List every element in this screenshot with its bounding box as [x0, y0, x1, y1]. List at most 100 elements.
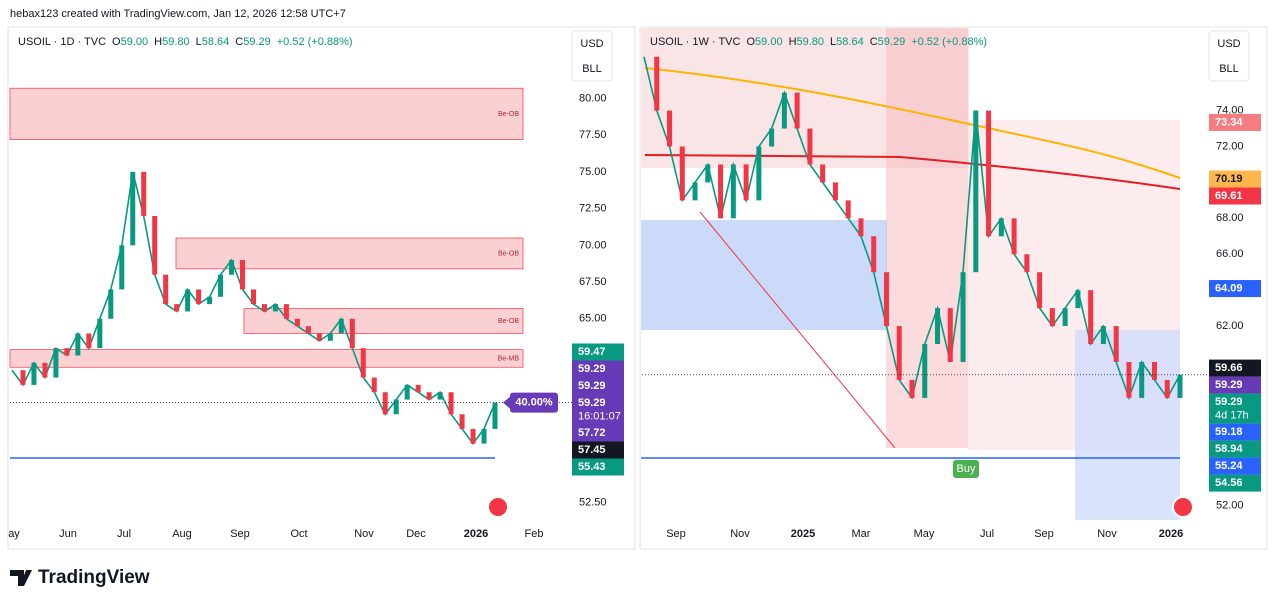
candle	[305, 326, 311, 334]
legend: USOIL · 1W · TVC O59.00 H59.80 L58.64 C59.29…	[650, 36, 987, 48]
price-tick-label: 65.00	[579, 313, 607, 325]
candle	[207, 296, 213, 305]
zone-label: Be-MB	[498, 355, 520, 362]
price-tag	[1209, 474, 1261, 492]
candle	[108, 289, 114, 319]
candle	[986, 110, 992, 237]
shade	[1075, 330, 1180, 520]
price-tag	[1209, 376, 1261, 394]
candle	[769, 128, 775, 147]
price-tag	[572, 377, 624, 395]
time-label: Nov	[730, 528, 750, 540]
candle	[858, 218, 864, 237]
candle	[960, 272, 966, 362]
candle	[371, 377, 377, 393]
currency-box	[571, 30, 613, 82]
price-tag-label: 55.24	[1215, 460, 1243, 472]
unit: BLL	[582, 63, 602, 75]
zone	[9, 87, 524, 140]
price-tag	[1209, 457, 1261, 475]
price-tag	[572, 394, 624, 425]
candle	[119, 245, 125, 290]
price-tag-label: 57.45	[578, 444, 606, 456]
time-label: Sep	[666, 528, 686, 540]
legend-open-label: O	[112, 36, 121, 48]
time-label: Oct	[290, 528, 307, 540]
candle	[679, 146, 685, 201]
marker-box	[510, 392, 558, 413]
candle	[404, 384, 410, 400]
legend-change: +0.52 (+0.88%)	[277, 36, 353, 48]
legend-high: 59.80	[797, 36, 825, 48]
candle	[743, 164, 749, 201]
price-tag-label: 59.29	[1215, 379, 1243, 391]
price-tag	[1209, 440, 1261, 458]
candle	[196, 289, 202, 305]
price-tag	[572, 360, 624, 378]
marker-box	[953, 460, 979, 478]
legend-change: +0.52 (+0.88%)	[911, 36, 987, 48]
price-tick-label: 67.50	[579, 276, 607, 288]
candle	[426, 392, 432, 400]
header: hebax123 created with TradingView.com, J…	[10, 8, 346, 20]
time-label: Feb	[525, 528, 544, 540]
candle	[393, 399, 399, 415]
price-tag-label: 70.19	[1215, 173, 1243, 185]
price-tag-label: 73.34	[1215, 116, 1243, 128]
time-label: Dec	[406, 528, 426, 540]
logo: TradingView	[10, 567, 150, 588]
legend-open-label: O	[746, 36, 755, 48]
legend-symbol: USOIL · 1W · TVC	[650, 36, 741, 48]
ma-line	[644, 67, 1181, 179]
price-tag	[1209, 393, 1261, 424]
candle	[75, 333, 81, 356]
candle	[42, 362, 48, 378]
candle	[185, 289, 191, 312]
candle	[794, 92, 800, 129]
candle	[163, 274, 169, 305]
time-label: Sep	[1034, 528, 1054, 540]
price-tag	[572, 343, 624, 361]
currency-box	[1208, 30, 1250, 82]
candle	[251, 289, 256, 305]
unit: BLL	[1219, 63, 1239, 75]
zone-label: Be-OB	[498, 250, 519, 257]
candle	[667, 110, 673, 147]
candle	[240, 260, 246, 290]
price-tick-label: 75.00	[579, 166, 607, 178]
legend-low-label: L	[196, 36, 202, 48]
candle	[437, 392, 443, 400]
legend-close-label: C	[235, 36, 243, 48]
candle	[947, 308, 953, 362]
candle	[935, 308, 941, 345]
candle	[1011, 218, 1017, 255]
trend-line	[699, 211, 896, 449]
candle	[272, 304, 278, 312]
time-label: Aug	[172, 528, 192, 540]
candle	[152, 215, 158, 275]
candle	[781, 92, 787, 129]
candle	[86, 333, 92, 349]
price-tag-label: 59.29	[578, 397, 606, 409]
candle	[415, 384, 421, 393]
candle	[294, 318, 300, 327]
time-label: Sep	[230, 528, 250, 540]
candle	[459, 414, 465, 429]
legend: USOIL · 1D · TVC O59.00 H59.80 L58.64 C59.29…	[18, 36, 353, 48]
candle	[492, 402, 498, 429]
candle	[705, 164, 711, 183]
price-tag-label: 58.94	[1215, 443, 1243, 455]
candle	[730, 164, 736, 219]
candle	[218, 274, 224, 297]
price-tag	[1209, 280, 1261, 298]
time-label: Jul	[117, 528, 131, 540]
logo-text: TradingView	[38, 567, 150, 588]
zone	[9, 349, 524, 368]
legend-close: 59.29	[243, 36, 271, 48]
candle	[316, 333, 322, 341]
price-tag	[1209, 423, 1261, 441]
candle	[448, 392, 454, 415]
candle	[909, 379, 915, 398]
candle	[53, 348, 59, 378]
